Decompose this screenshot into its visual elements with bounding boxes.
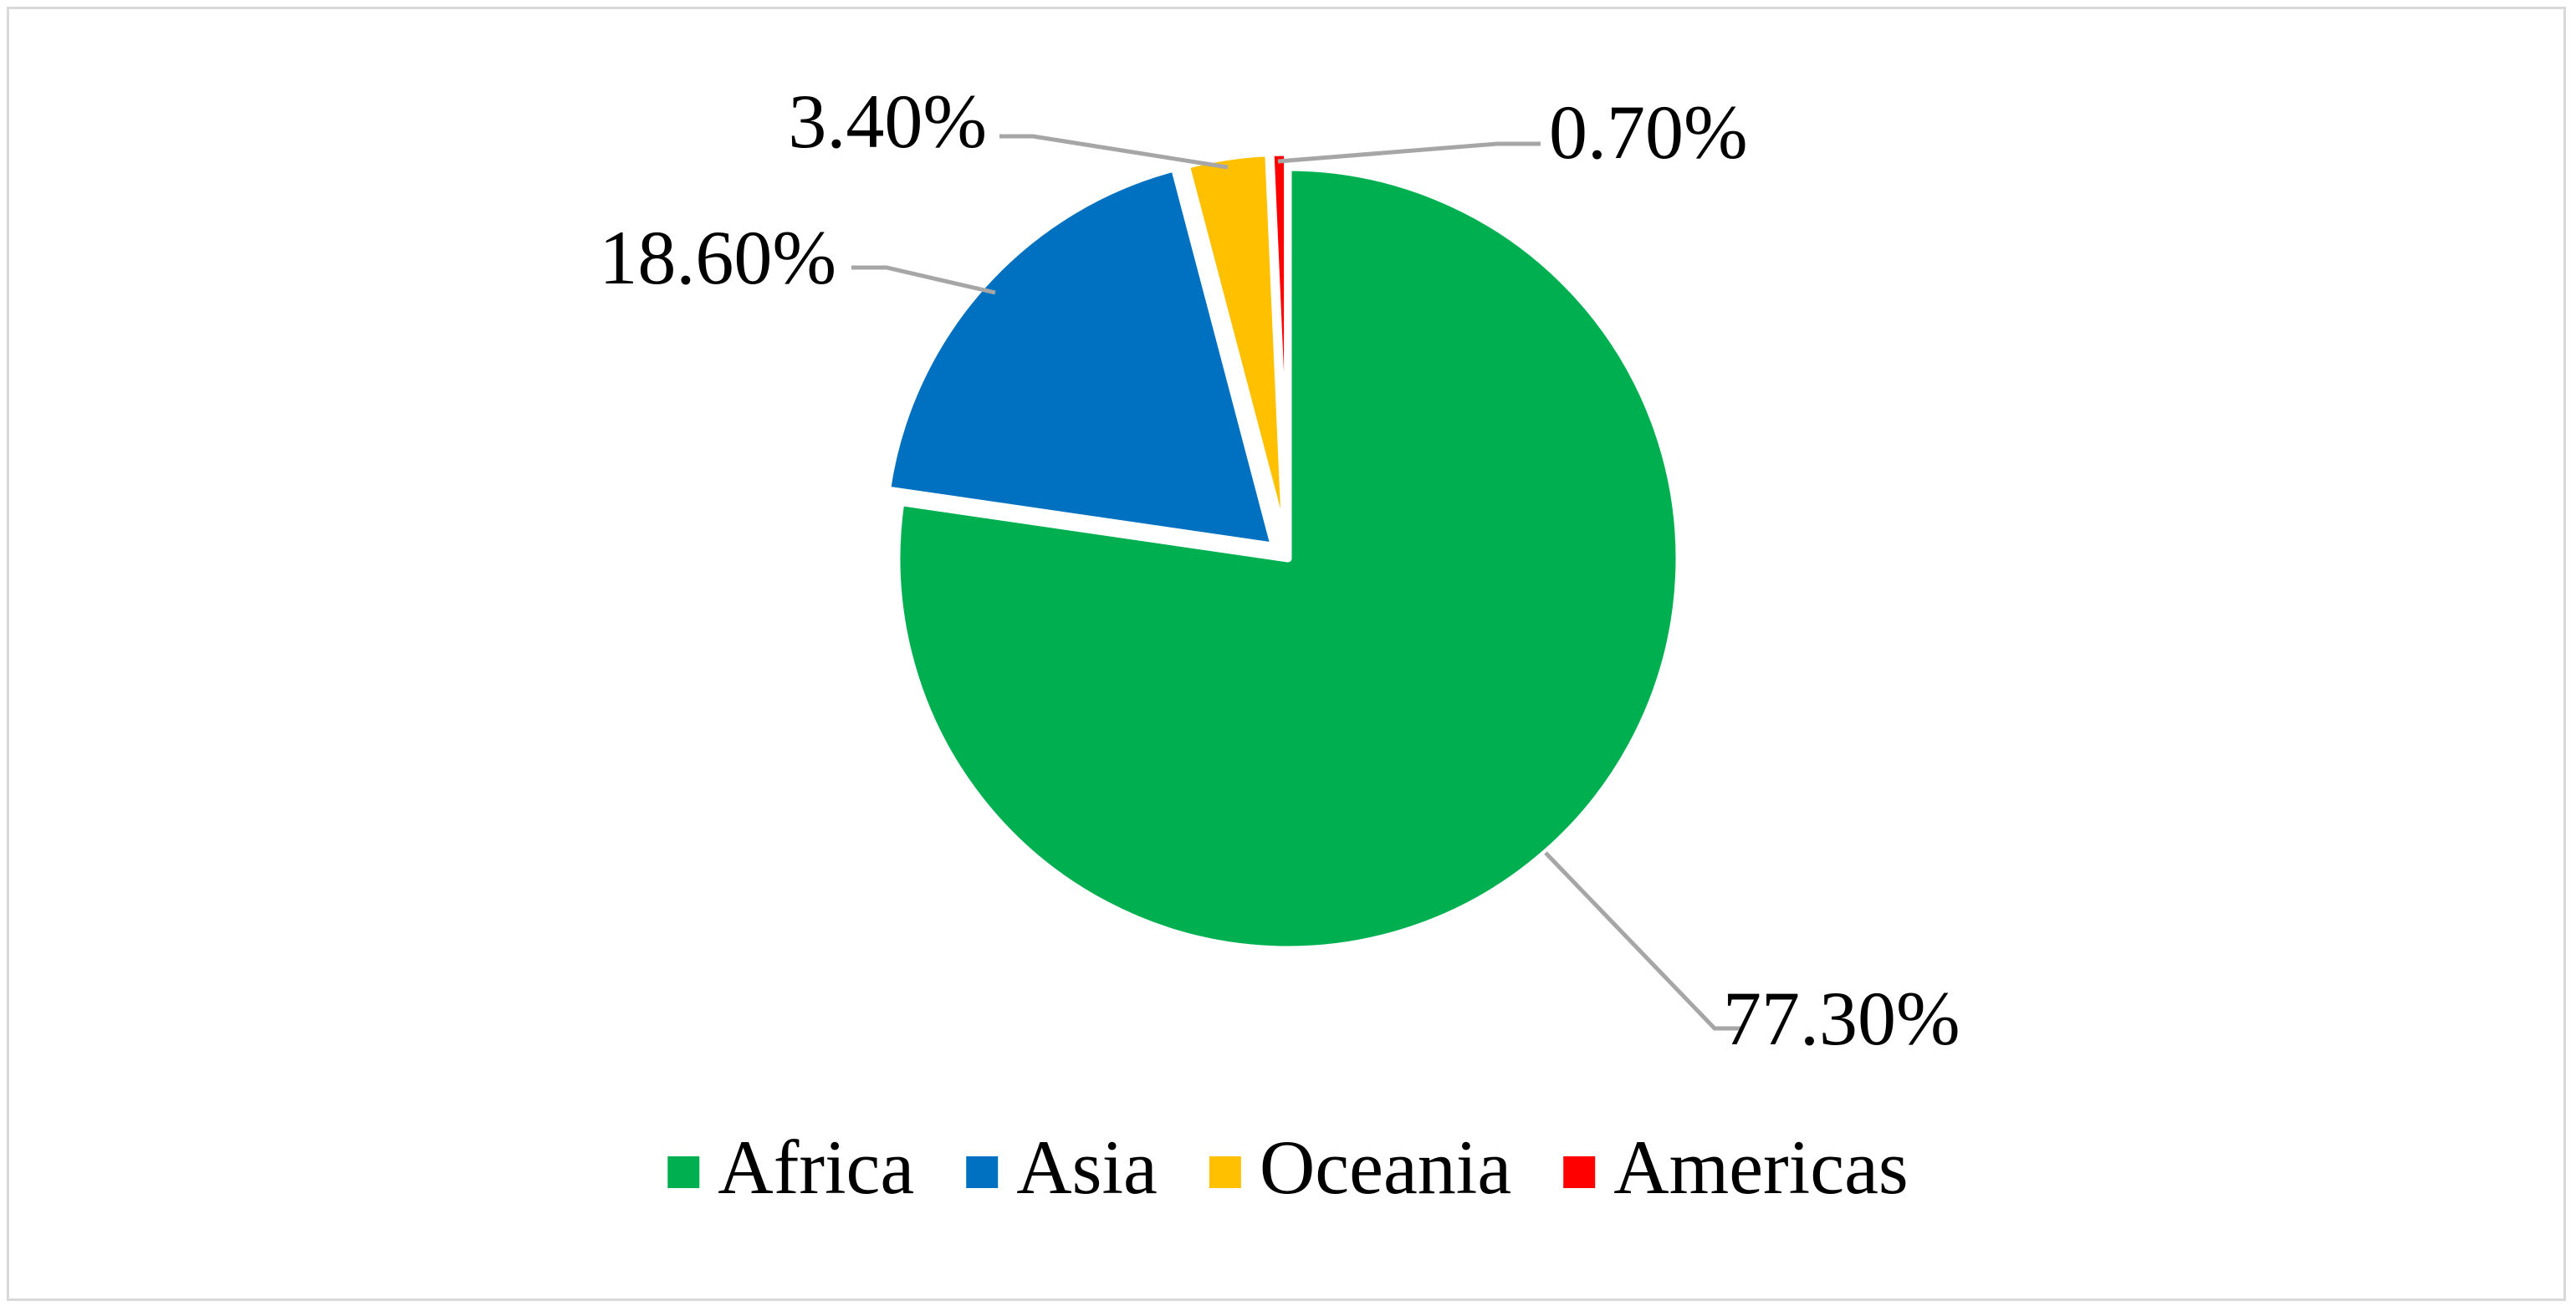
legend-swatch-oceania	[1209, 1156, 1241, 1188]
data-label-africa: 77.30%	[1723, 976, 1960, 1061]
legend-label-africa: Africa	[718, 1125, 914, 1210]
legend-swatch-americas	[1563, 1156, 1596, 1188]
legend-item-americas: Americas	[1563, 1125, 1909, 1210]
leader-line-americas	[1277, 141, 1541, 164]
pie-slice-americas	[1266, 148, 1292, 548]
leader-line-africa	[1544, 851, 1741, 1031]
data-label-asia: 18.60%	[599, 215, 836, 300]
data-labels: 77.30% 18.60% 3.40% 0.70%	[599, 79, 1960, 1061]
legend-item-oceania: Oceania	[1209, 1125, 1511, 1210]
data-label-americas: 0.70%	[1549, 89, 1748, 175]
legend-item-africa: Africa	[667, 1125, 914, 1210]
leader-line-asia	[851, 265, 996, 295]
legend: Africa Asia Oceania Americas	[667, 1125, 1909, 1210]
pie-slice-africa	[892, 163, 1684, 954]
data-label-oceania: 3.40%	[788, 79, 987, 164]
pie-slice-asia	[882, 164, 1279, 550]
legend-label-americas: Americas	[1613, 1125, 1909, 1210]
legend-item-asia: Asia	[966, 1125, 1158, 1210]
leader-lines	[851, 134, 1741, 1031]
legend-label-oceania: Oceania	[1260, 1125, 1511, 1210]
legend-swatch-asia	[966, 1156, 999, 1188]
leader-line-oceania	[999, 134, 1229, 170]
legend-swatch-africa	[667, 1156, 700, 1188]
legend-label-asia: Asia	[1016, 1125, 1158, 1210]
pie-slices	[882, 148, 1684, 954]
